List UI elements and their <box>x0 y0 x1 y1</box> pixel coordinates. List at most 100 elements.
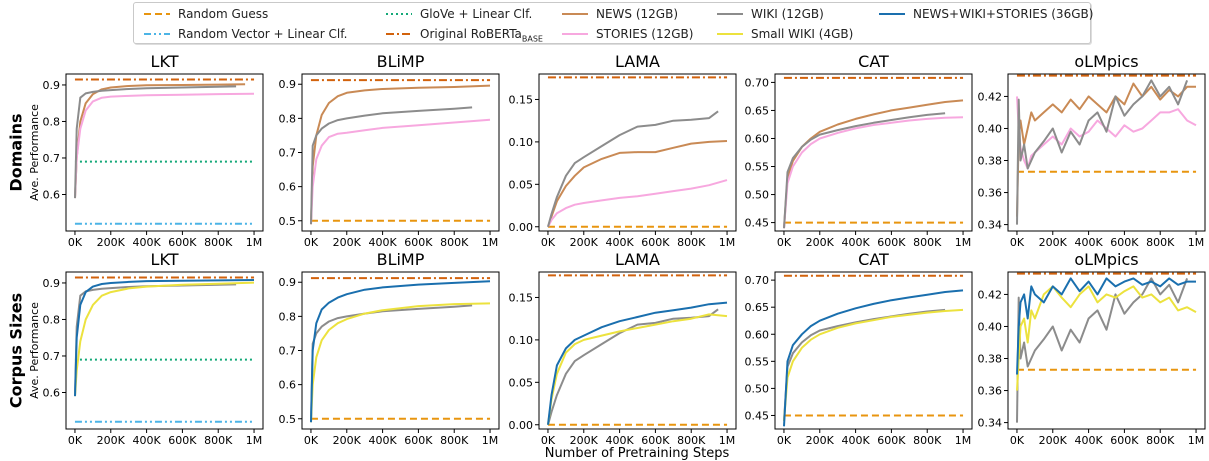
x-tick-label: 0K <box>1010 434 1025 447</box>
chart-panel-lkt: LKT 0K 200K 400K 600K 800K 1M 0.6 0.7 0.8 0.9 <box>43 52 264 249</box>
y-tick-label: 0.00 <box>509 419 534 432</box>
y-tick-label: 0.65 <box>745 301 770 314</box>
series-line-wiki <box>547 308 719 426</box>
x-tick-label: 600K <box>641 236 670 249</box>
x-tick-label: 600K <box>168 236 197 249</box>
x-tick-label: 0K <box>777 236 792 249</box>
x-tick-label: 400K <box>368 434 397 447</box>
x-tick-label: 200K <box>570 434 599 447</box>
series-line-wiki <box>1016 277 1189 423</box>
x-tick-label: 1M <box>1188 236 1205 249</box>
legend-label: Random Vector + Linear Clf. <box>178 27 348 41</box>
plot-frame <box>301 73 500 232</box>
y-tick-label: 0.6 <box>279 181 297 194</box>
y-tick-label: 0.60 <box>745 132 770 145</box>
x-tick-label: 400K <box>841 434 870 447</box>
panel-title: LKT <box>151 52 179 71</box>
x-tick-label: 600K <box>877 434 906 447</box>
y-tick-label: 0.7 <box>279 147 297 160</box>
y-tick-label: 0.9 <box>279 78 297 91</box>
y-tick-label: 0.45 <box>745 217 770 230</box>
series-line-stories <box>783 116 964 229</box>
legend-label: Small WIKI (4GB) <box>751 27 854 41</box>
panel-title: BLiMP <box>377 52 425 71</box>
x-tick-label: 600K <box>877 236 906 249</box>
series-line-news <box>783 99 964 229</box>
legend-label: WIKI (12GB) <box>751 7 824 21</box>
legend-label: GloVe + Linear Clf. <box>420 7 533 21</box>
plot-frame <box>65 73 264 232</box>
y-tick-label: 0.70 <box>745 274 770 287</box>
plot-frame <box>1007 73 1206 232</box>
series-line-wiki <box>310 106 473 225</box>
x-tick-label: 800K <box>440 434 469 447</box>
panel-title: oLMpics <box>1074 250 1138 269</box>
x-tick-label: 200K <box>806 434 835 447</box>
y-tick-label: 0.5 <box>279 215 297 228</box>
legend: Random Guess Random Vector + Linear Clf. G… <box>133 2 1094 44</box>
x-tick-label: 600K <box>1110 236 1139 249</box>
x-tick-label: 800K <box>1146 236 1175 249</box>
x-tick-label: 600K <box>404 236 433 249</box>
y-tick-label: 0.05 <box>509 178 534 191</box>
x-tick-label: 200K <box>97 434 126 447</box>
legend-label: NEWS+WIKI+STORIES (36GB) <box>913 7 1094 21</box>
y-tick-label: 0.00 <box>509 221 534 234</box>
x-tick-label: 600K <box>404 434 433 447</box>
x-tick-label: 200K <box>97 236 126 249</box>
x-tick-label: 1M <box>955 434 972 447</box>
series-line-combined <box>783 289 964 427</box>
x-tick-label: 0K <box>304 434 319 447</box>
y-tick-label: 0.36 <box>978 385 1003 398</box>
y-tick-label: 0.6 <box>43 386 61 399</box>
x-tick-label: 200K <box>333 236 362 249</box>
y-tick-label: 0.7 <box>43 350 61 363</box>
y-axis-label: Ave. Performance <box>28 302 41 399</box>
y-tick-label: 0.9 <box>279 276 297 289</box>
plot-frame <box>538 271 737 430</box>
y-tick-label: 0.42 <box>978 90 1003 103</box>
chart-panel-lama: LAMA 0K 200K 400K 600K 800K 1M 0.00 0.05 0.10 0.15 <box>509 250 737 447</box>
x-tick-label: 400K <box>1074 236 1103 249</box>
series-line-combined <box>310 280 491 423</box>
x-tick-label: 400K <box>368 236 397 249</box>
x-tick-label: 0K <box>304 236 319 249</box>
y-tick-label: 0.9 <box>43 79 61 92</box>
y-tick-label: 0.38 <box>978 353 1003 366</box>
y-tick-label: 0.8 <box>279 310 297 323</box>
x-tick-label: 800K <box>440 236 469 249</box>
legend-swatch <box>386 33 412 35</box>
x-tick-label: 1M <box>719 434 736 447</box>
y-tick-label: 0.8 <box>279 112 297 125</box>
chart-panel-lkt: LKT 0K 200K 400K 600K 800K 1M 0.6 0.7 0.8 0.9 <box>43 250 264 447</box>
x-tick-label: 600K <box>641 434 670 447</box>
y-tick-label: 0.50 <box>745 382 770 395</box>
x-tick-label: 1M <box>246 236 263 249</box>
series-line-news <box>1016 82 1196 217</box>
legend-label: Original RoBERTaBASE <box>420 27 543 44</box>
legend-label: Random Guess <box>178 7 269 21</box>
y-tick-label: 0.10 <box>509 136 534 149</box>
series-line-stories <box>74 92 255 199</box>
x-tick-label: 0K <box>68 434 83 447</box>
chart-panel-lama: LAMA 0K 200K 400K 600K 800K 1M 0.00 0.05 0.10 0.15 <box>509 52 737 249</box>
x-tick-label: 200K <box>333 434 362 447</box>
x-tick-label: 400K <box>605 434 634 447</box>
plot-frame <box>65 271 264 430</box>
series-line-wiki <box>783 112 946 229</box>
x-tick-label: 200K <box>1039 434 1068 447</box>
series-line-combined <box>1016 277 1196 375</box>
x-tick-label: 0K <box>541 236 556 249</box>
series-line-stories <box>547 179 728 228</box>
y-tick-label: 0.50 <box>745 189 770 202</box>
y-tick-label: 0.40 <box>978 122 1003 135</box>
series-line-combined <box>547 301 728 425</box>
y-tick-label: 0.05 <box>509 376 534 389</box>
x-tick-label: 1M <box>1188 434 1205 447</box>
y-tick-label: 0.60 <box>745 328 770 341</box>
x-tick-label: 1M <box>246 434 263 447</box>
plot-frame <box>1007 271 1206 430</box>
x-tick-label: 200K <box>806 236 835 249</box>
chart-panel-blimp: BLiMP 0K 200K 400K 600K 800K 1M 0.5 0.6 0.7 0.8 0.9 <box>279 52 500 249</box>
legend-label: STORIES (12GB) <box>596 27 694 41</box>
